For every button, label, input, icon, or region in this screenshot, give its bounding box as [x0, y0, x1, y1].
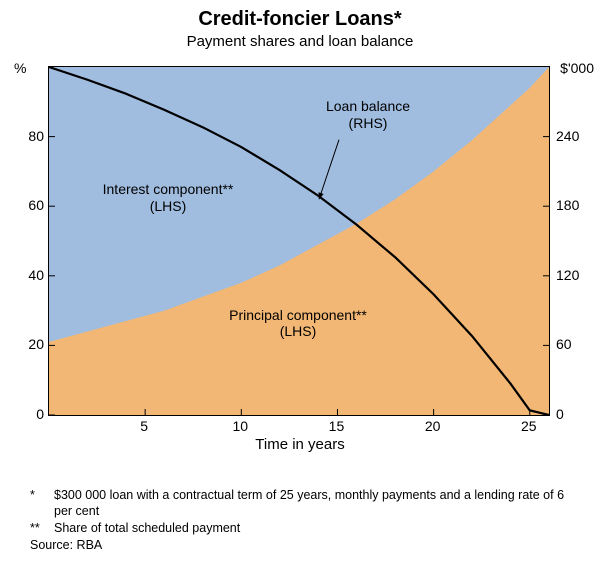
footnote-text: $300 000 loan with a contractual term of… [54, 487, 580, 521]
left-tick-label: 80 [8, 128, 44, 144]
x-tick-label: 5 [140, 418, 148, 434]
chart-container: % $'000 0 20 40 60 80 0 60 120 180 240 5 10 15 20 25… [0, 58, 600, 458]
footnote-2: ** Share of total scheduled payment [30, 520, 580, 537]
x-tick-label: 15 [329, 418, 345, 434]
left-axis-unit: % [14, 60, 26, 76]
right-tick-label: 240 [556, 128, 592, 144]
left-tick-label: 20 [8, 336, 44, 352]
chart-svg [49, 67, 549, 415]
annotation-principal: Principal component**(LHS) [229, 307, 367, 341]
x-tick-label: 10 [233, 418, 249, 434]
left-tick-label: 40 [8, 267, 44, 283]
left-tick-label: 60 [8, 197, 44, 213]
footnote-mark: ** [30, 520, 54, 537]
chart-subtitle: Payment shares and loan balance [0, 31, 600, 50]
right-tick-label: 120 [556, 267, 592, 283]
right-tick-label: 180 [556, 197, 592, 213]
plot-area [48, 66, 550, 416]
right-tick-label: 60 [556, 336, 592, 352]
footnote-text: Share of total scheduled payment [54, 520, 240, 537]
footnote-mark: * [30, 487, 54, 521]
chart-title: Credit-foncier Loans* [0, 0, 600, 31]
source-line: Source: RBA [30, 537, 580, 554]
annotation-interest: Interest component**(LHS) [103, 181, 234, 215]
left-tick-label: 0 [8, 406, 44, 422]
footnotes: * $300 000 loan with a contractual term … [30, 487, 580, 555]
annotation-loan-balance: Loan balance(RHS) [326, 98, 410, 132]
x-axis-label: Time in years [255, 436, 344, 453]
x-tick-label: 25 [521, 418, 537, 434]
right-tick-label: 0 [556, 406, 592, 422]
x-tick-label: 20 [425, 418, 441, 434]
footnote-1: * $300 000 loan with a contractual term … [30, 487, 580, 521]
right-axis-unit: $'000 [560, 60, 594, 76]
